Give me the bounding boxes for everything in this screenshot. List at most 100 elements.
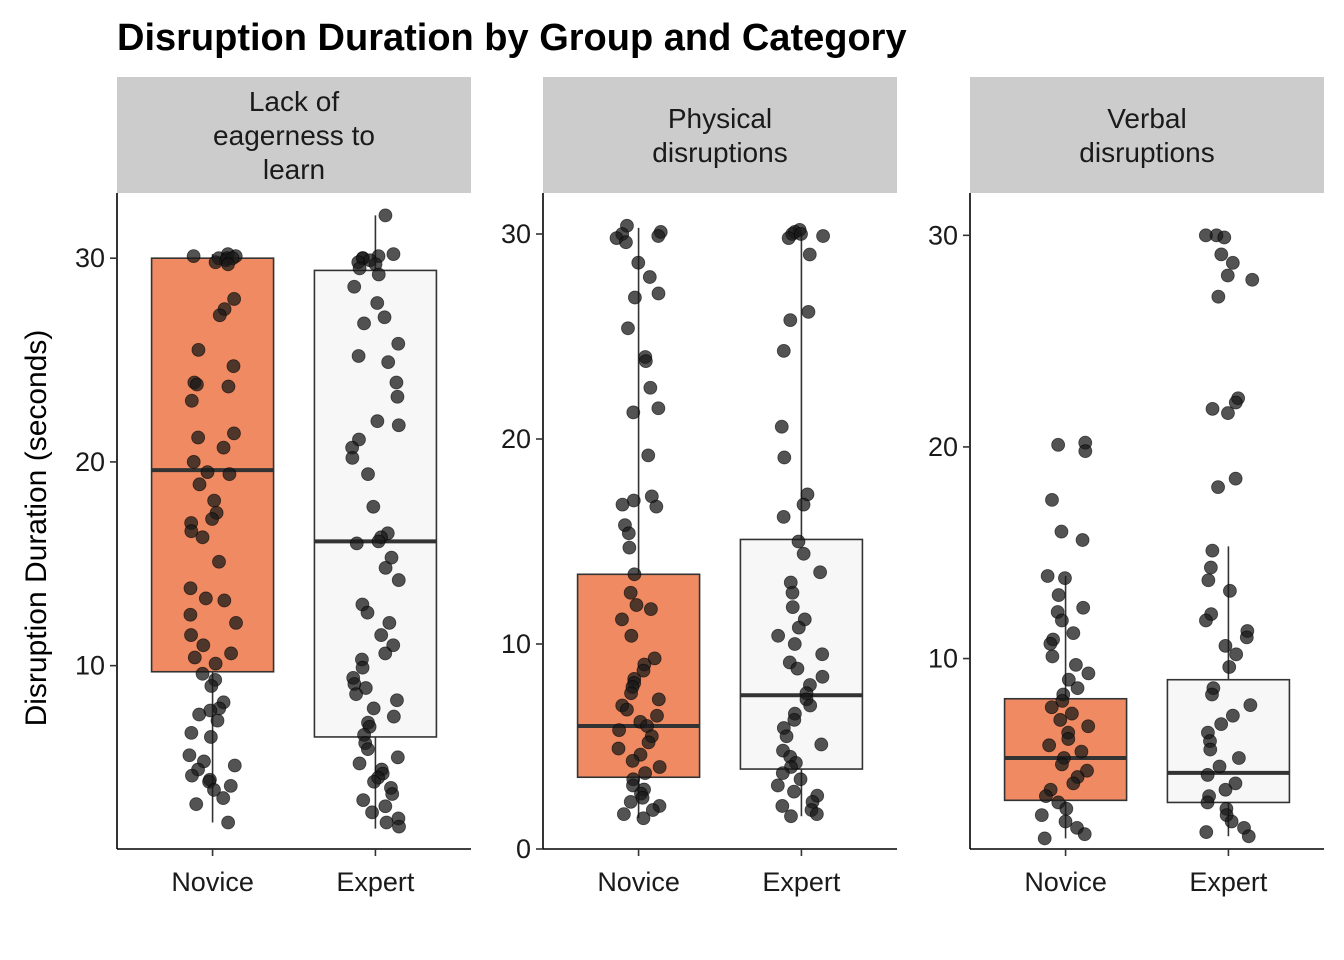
data-point [774, 419, 789, 434]
data-point [787, 712, 802, 727]
data-point [1200, 768, 1215, 782]
data-point [389, 375, 404, 390]
data-point [1045, 649, 1060, 664]
data-point [1040, 569, 1055, 583]
points-expert [770, 222, 830, 824]
data-point [779, 729, 794, 744]
data-point [652, 760, 667, 774]
data-point [1055, 757, 1069, 772]
data-point [787, 637, 802, 651]
data-point [638, 766, 653, 781]
data-point [1205, 543, 1220, 558]
data-point [1058, 814, 1073, 829]
data-point [642, 270, 657, 284]
data-point [815, 669, 830, 684]
data-point [621, 321, 635, 336]
facet-strip-label-line: learn [263, 154, 325, 185]
data-point [370, 296, 385, 310]
data-point [1039, 789, 1053, 803]
data-point [643, 380, 658, 395]
data-point [1081, 719, 1096, 734]
data-point [787, 784, 801, 799]
data-point [1224, 814, 1239, 829]
data-point [370, 414, 385, 429]
data-point [1061, 732, 1076, 746]
data-point [1221, 406, 1235, 420]
data-point [207, 783, 221, 797]
data-point [1203, 560, 1218, 575]
data-point [1068, 657, 1083, 672]
data-point [361, 467, 375, 482]
data-point [207, 493, 222, 508]
box-iqr [1166, 678, 1291, 804]
data-point [191, 342, 206, 357]
data-point [360, 605, 375, 620]
y-tick-label: 20 [501, 424, 531, 454]
data-point [814, 737, 829, 752]
data-point [198, 591, 213, 606]
box-novice [576, 218, 701, 826]
data-point [386, 709, 401, 724]
data-point [192, 477, 207, 492]
data-point [796, 497, 811, 512]
data-point [216, 791, 231, 805]
data-point [223, 778, 238, 793]
data-point [222, 467, 237, 482]
data-point [192, 707, 207, 722]
data-point [1043, 636, 1058, 651]
data-point [616, 807, 631, 822]
data-point [385, 787, 400, 801]
data-point [794, 227, 808, 241]
data-point [770, 778, 785, 793]
data-point [360, 742, 375, 757]
data-point [1223, 583, 1237, 598]
data-point [378, 560, 393, 575]
data-point [651, 692, 666, 707]
data-point [212, 554, 226, 569]
data-point [384, 550, 399, 565]
data-point [184, 393, 199, 408]
data-point [184, 628, 198, 642]
data-point [651, 401, 666, 416]
data-point [777, 450, 792, 465]
data-point [650, 708, 664, 723]
data-point [1212, 759, 1227, 774]
data-point [1201, 573, 1216, 588]
x-tick-label: Novice [171, 867, 254, 897]
data-point [775, 766, 790, 781]
data-point [615, 612, 629, 627]
data-point [217, 593, 232, 608]
data-point [195, 666, 210, 681]
data-point [185, 768, 199, 783]
data-point [627, 567, 642, 582]
data-point [783, 313, 798, 328]
data-point [184, 725, 199, 740]
data-point [1245, 272, 1260, 287]
y-tick-label: 20 [75, 447, 105, 477]
data-point [227, 292, 242, 306]
data-point [623, 794, 638, 809]
facet-strip-label-line: disruptions [1079, 137, 1214, 168]
data-point [366, 701, 381, 716]
y-tick-label: 30 [75, 243, 105, 273]
data-point [775, 799, 790, 813]
data-point [391, 336, 406, 351]
box-expert [739, 222, 864, 824]
data-point [793, 772, 808, 787]
data-point [1205, 687, 1219, 702]
box-novice [1003, 435, 1128, 846]
data-point [625, 753, 640, 768]
data-point [371, 534, 386, 549]
data-point [365, 805, 379, 820]
data-point [378, 208, 393, 223]
y-tick-label: 10 [928, 644, 958, 674]
data-point [221, 815, 236, 830]
data-point [351, 349, 366, 363]
data-point [367, 774, 381, 789]
data-point [785, 600, 800, 614]
data-point [216, 440, 231, 455]
data-point [1211, 289, 1226, 304]
